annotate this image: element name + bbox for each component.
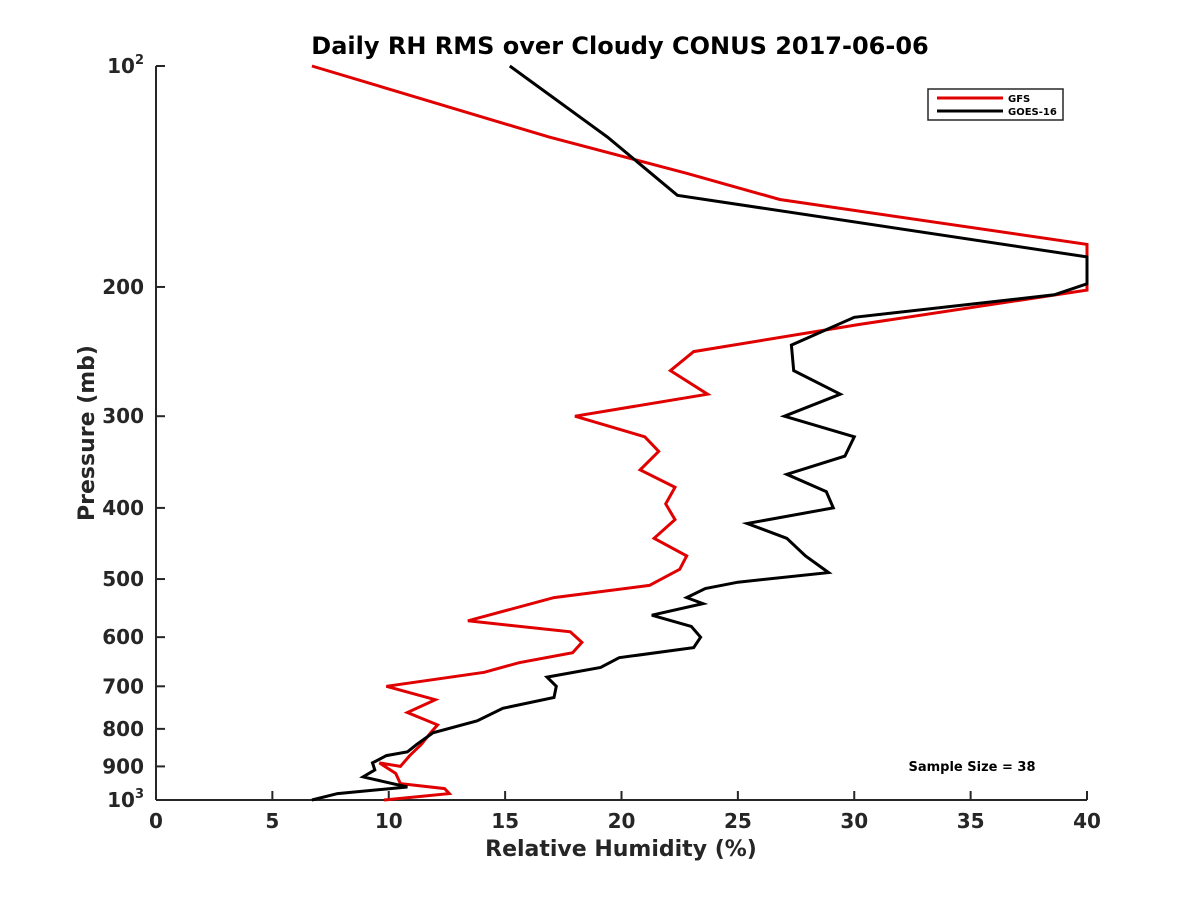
x-ticks: 0 5 10 15 20 25 30 35 40 xyxy=(149,791,1101,833)
y-tick-exponent: 2 xyxy=(135,53,144,68)
x-tick-label: 0 xyxy=(149,809,163,833)
y-tick-label: 102 xyxy=(107,53,144,78)
x-tick-label: 35 xyxy=(957,809,985,833)
y-tick-label: 600 xyxy=(102,625,144,649)
series-line-goes-16 xyxy=(311,64,1089,802)
legend: GFS GOES-16 xyxy=(927,88,1064,121)
y-tick-base: 10 xyxy=(107,54,135,78)
y-tick-label: 900 xyxy=(102,754,144,778)
legend-box xyxy=(927,88,1064,121)
y-axis-label: Pressure (mb) xyxy=(75,345,100,521)
y-tick-base: 10 xyxy=(107,788,135,812)
y-tick-exponent: 3 xyxy=(135,787,144,802)
y-tick-label: 103 xyxy=(107,787,144,812)
y-tick-label: 200 xyxy=(102,275,144,299)
y-tick-label: 800 xyxy=(102,717,144,741)
x-tick-label: 20 xyxy=(608,809,636,833)
x-tick-label: 40 xyxy=(1073,809,1101,833)
plot-area: 0 5 10 15 20 25 30 35 40 10220030040050060070080… xyxy=(102,53,1101,833)
x-tick-label: 5 xyxy=(265,809,279,833)
x-axis-label: Relative Humidity (%) xyxy=(485,837,757,862)
sample-size-annotation: Sample Size = 38 xyxy=(908,760,1035,775)
legend-label-gfs: GFS xyxy=(1008,94,1030,105)
y-tick-label: 700 xyxy=(102,674,144,698)
x-tick-label: 10 xyxy=(375,809,403,833)
series-lines xyxy=(311,64,1089,802)
y-tick-label: 400 xyxy=(102,496,144,520)
series-line-gfs xyxy=(311,64,1089,802)
chart-title: Daily RH RMS over Cloudy CONUS 2017-06-0… xyxy=(311,32,928,60)
x-tick-label: 15 xyxy=(491,809,519,833)
y-tick-label: 500 xyxy=(102,567,144,591)
x-tick-label: 25 xyxy=(724,809,752,833)
legend-label-goes-16: GOES-16 xyxy=(1008,107,1057,118)
y-tick-label: 300 xyxy=(102,404,144,428)
x-tick-label: 30 xyxy=(840,809,868,833)
